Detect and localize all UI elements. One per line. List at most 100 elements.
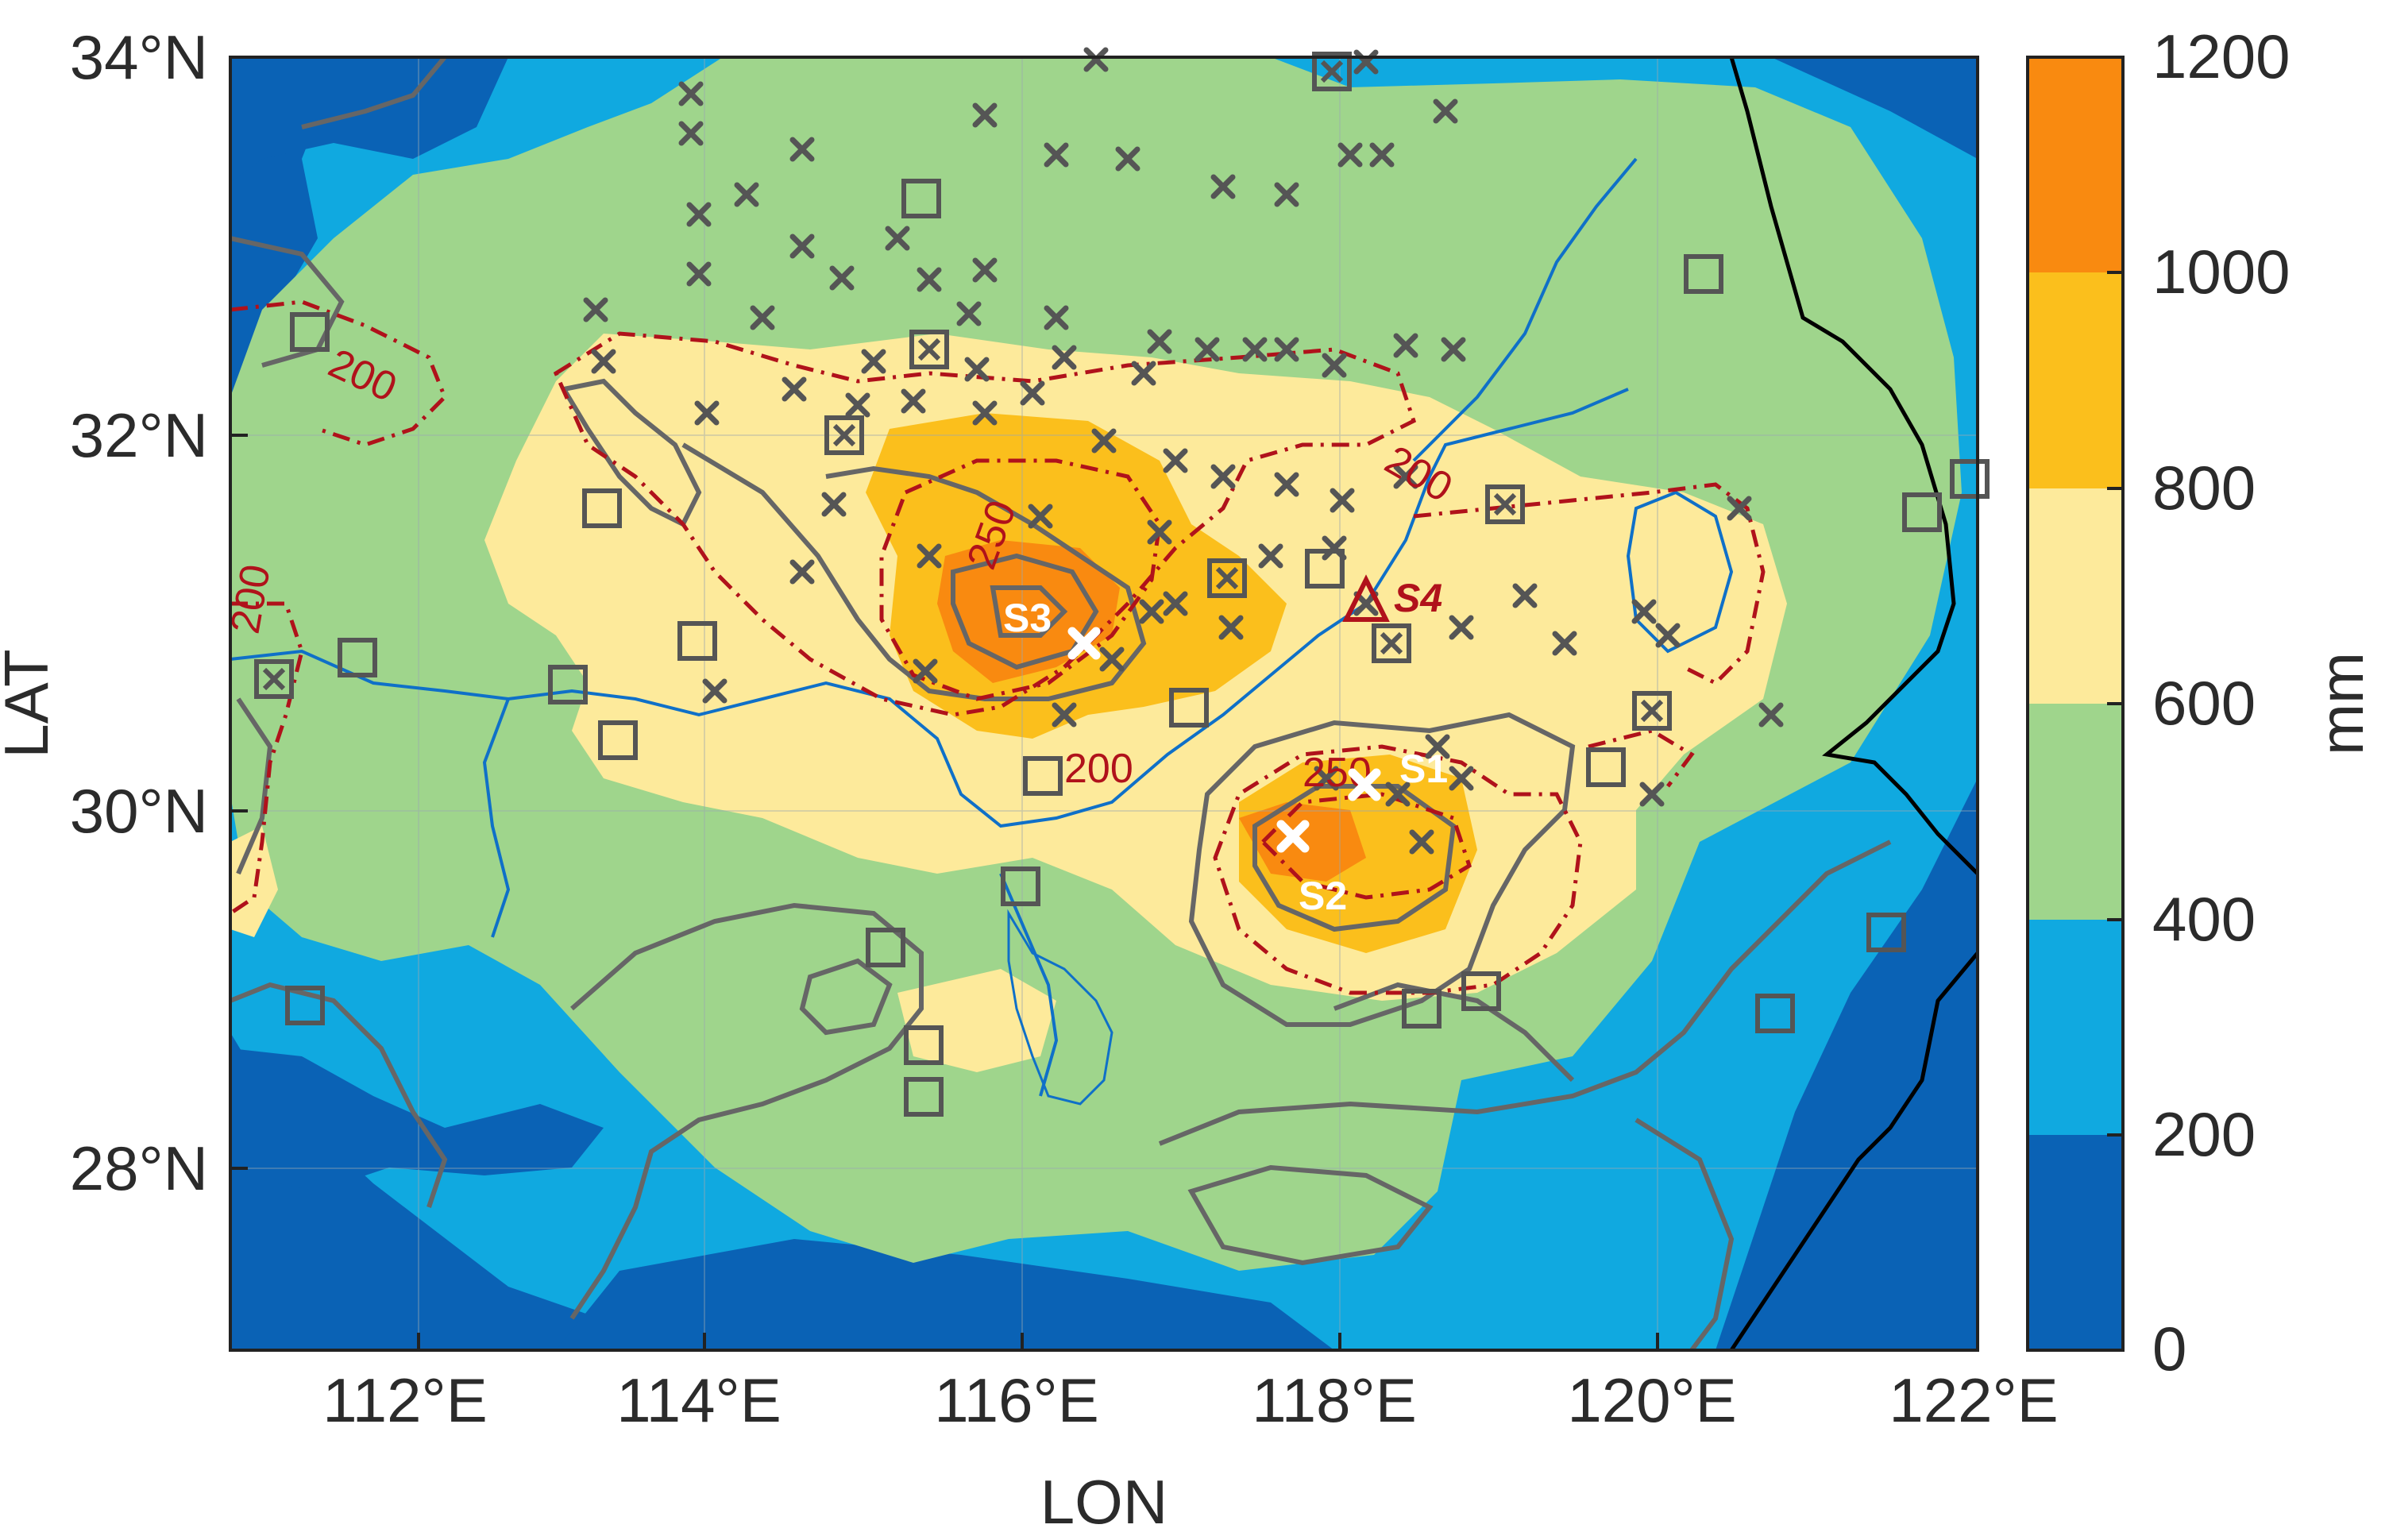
- site-s3-label: S3: [1003, 596, 1052, 640]
- fill-patch-dark-2: [556, 1239, 1334, 1350]
- coastline: [1729, 57, 1978, 875]
- cb-tick-1000: 1000: [2152, 237, 2291, 307]
- x-axis-label: LON: [1040, 1467, 1167, 1537]
- lake-poyang: [1007, 909, 1113, 1106]
- station-square-marker: [1305, 549, 1345, 589]
- lon-tick-114: 114°E: [616, 1365, 782, 1435]
- station-square-marker: [1586, 747, 1626, 787]
- station-square-marker: [1684, 254, 1723, 294]
- station-square-marker: [1632, 691, 1672, 731]
- station-x-marker: [1052, 345, 1077, 370]
- fill-patch-dark-3: [230, 57, 508, 183]
- station-x-marker: [956, 301, 982, 326]
- station-x-marker: [1147, 329, 1172, 354]
- station-x-marker: [1083, 47, 1109, 72]
- border-line: [1729, 951, 1978, 1350]
- dashed-contours: [230, 299, 1766, 995]
- colorbar-unit-label: mm: [2306, 652, 2376, 755]
- station-x-marker: [686, 261, 712, 287]
- cb-tick-1200: 1200: [2152, 21, 2291, 91]
- station-square-marker: [866, 928, 905, 967]
- colorbar-segment-2: [2028, 704, 2123, 920]
- station-x-marker: [1218, 615, 1244, 640]
- station-square-marker: [1866, 913, 1906, 952]
- site-s1-marker: [1348, 768, 1381, 801]
- station-x-marker: [1330, 488, 1355, 513]
- station-x-marker: [1131, 361, 1156, 386]
- lon-tick-120: 120°E: [1567, 1365, 1736, 1435]
- station-square-marker: [1169, 688, 1209, 728]
- colorbar-segment-0: [2028, 1135, 2123, 1350]
- station-square-marker: [582, 488, 622, 528]
- lon-tick-labels: 112°E 114°E 116°E 118°E 120°E 122°E: [322, 1365, 2058, 1435]
- station-x-marker: [1274, 337, 1299, 362]
- colorbar: 0 200 400 600 800 1000 1200 mm: [2026, 21, 2376, 1384]
- station-x-marker: [1139, 599, 1164, 624]
- lat-tick-32: 32°N: [70, 400, 208, 470]
- station-x-marker: [1639, 782, 1665, 807]
- station-square-marker: [548, 665, 588, 704]
- station-x-marker: [1409, 829, 1434, 855]
- x-axis-ticks: [417, 1333, 1979, 1350]
- map-frame: [229, 56, 1979, 1352]
- station-x-marker: [972, 400, 998, 426]
- station-square-marker: [1755, 994, 1795, 1033]
- fill-patch-yellow-west: [230, 826, 278, 937]
- station-x-marker: [885, 226, 910, 251]
- station-x-marker: [1028, 504, 1053, 529]
- station-x-marker: [972, 102, 998, 128]
- station-x-marker: [1449, 766, 1474, 791]
- map-panel: [230, 57, 1978, 1350]
- station-x-marker: [1091, 428, 1117, 454]
- y-axis-label: LAT: [0, 649, 61, 758]
- station-x-marker: [901, 388, 926, 414]
- station-x-marker: [1385, 782, 1411, 807]
- station-x-marker: [1314, 766, 1339, 791]
- lon-tick-122: 122°E: [1889, 1365, 2058, 1435]
- station-x-marker: [1441, 337, 1466, 362]
- station-x-marker: [1210, 464, 1236, 489]
- station-x-marker: [1052, 702, 1077, 728]
- station-x-marker: [789, 234, 815, 259]
- lat-tick-28: 28°N: [70, 1133, 208, 1203]
- station-x-marker: [1425, 734, 1450, 759]
- colorbar-segment-4: [2028, 272, 2123, 488]
- station-square-marker: [1902, 492, 1942, 532]
- station-square-marker: [904, 1025, 944, 1065]
- y-axis-ticks: [230, 56, 248, 1170]
- contour-label-200-c: 200: [1064, 746, 1133, 792]
- station-square-marker: [1207, 558, 1247, 598]
- station-x-marker: [734, 182, 759, 207]
- colorbar-segment-1: [2028, 920, 2123, 1135]
- station-square-marker: [338, 638, 377, 677]
- station-x-marker: [1655, 623, 1681, 648]
- station-x-marker: [789, 137, 815, 162]
- station-square-marker: [677, 621, 717, 661]
- colorbar-segment-3: [2028, 488, 2123, 704]
- station-square-marker: [909, 330, 949, 369]
- lon-tick-112: 112°E: [322, 1365, 488, 1435]
- site-s4-triangle: [1342, 574, 1390, 622]
- station-x-marker: [1163, 448, 1188, 473]
- station-x-marker: [1147, 519, 1172, 545]
- station-x-marker: [789, 559, 815, 585]
- fill-patch-yellow-south: [897, 969, 1056, 1072]
- station-x-marker: [845, 392, 870, 418]
- station-square-marker: [285, 986, 325, 1025]
- station-x-markers: [583, 47, 1784, 855]
- station-x-marker: [1194, 337, 1220, 362]
- lat-tick-34: 34°N: [70, 22, 208, 92]
- cb-tick-600: 600: [2152, 668, 2256, 738]
- station-x-marker: [678, 81, 704, 106]
- cb-tick-400: 400: [2152, 884, 2256, 954]
- station-x-marker: [1393, 333, 1418, 358]
- station-x-marker: [1631, 599, 1657, 624]
- site-s2-label: S2: [1299, 874, 1347, 918]
- cb-tick-200: 200: [2152, 1099, 2256, 1169]
- site-s3-marker: [1067, 627, 1101, 660]
- station-x-marker: [686, 202, 712, 227]
- station-x-marker: [1274, 472, 1299, 497]
- station-x-marker: [917, 267, 942, 292]
- station-square-marker: [1402, 989, 1442, 1029]
- station-x-marker: [1115, 146, 1140, 172]
